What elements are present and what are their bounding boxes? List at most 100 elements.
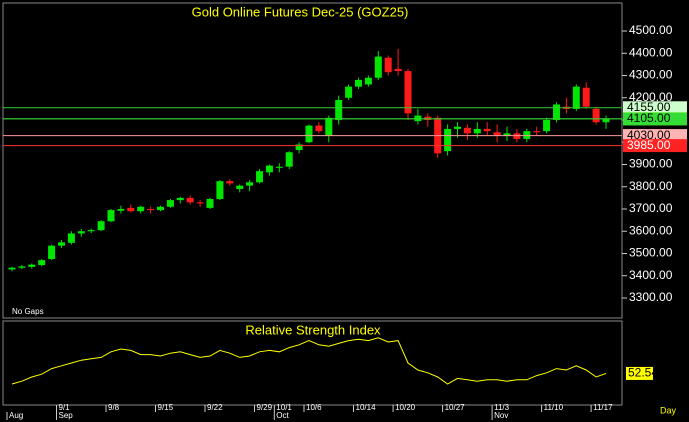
candle-body bbox=[28, 264, 36, 267]
candle-body bbox=[523, 131, 531, 139]
x-unit-label: Day bbox=[660, 405, 677, 415]
candle-body bbox=[186, 197, 194, 203]
x-tick-label: 10/14 bbox=[356, 403, 377, 412]
y-tick-label: 4200.00 bbox=[629, 90, 673, 104]
y-tick-label: 4400.00 bbox=[629, 45, 673, 59]
level-label: 4155.00 bbox=[627, 100, 671, 114]
candle-body bbox=[493, 132, 501, 136]
month-label: Oct bbox=[276, 411, 289, 420]
candle-body bbox=[8, 267, 16, 270]
candle-body bbox=[454, 126, 461, 129]
rsi-label-box bbox=[626, 366, 653, 380]
rsi-title: Relative Strength Index bbox=[245, 322, 381, 337]
candle-body bbox=[166, 200, 174, 207]
candle-body bbox=[355, 79, 362, 87]
candle-body bbox=[226, 181, 234, 184]
candle-body bbox=[196, 202, 204, 204]
candle-body bbox=[147, 208, 155, 211]
candle-body bbox=[473, 128, 481, 134]
x-tick-label: 9/15 bbox=[158, 403, 174, 412]
level-label-box bbox=[623, 129, 687, 143]
x-tick-label: 10/1 bbox=[276, 403, 292, 412]
candle-body bbox=[275, 166, 283, 168]
y-tick-label: 3400.00 bbox=[629, 268, 673, 282]
candle-body bbox=[127, 207, 135, 212]
candle-body bbox=[592, 108, 600, 123]
candle-body bbox=[137, 206, 145, 212]
candle-body bbox=[117, 208, 125, 211]
candle-body bbox=[374, 56, 382, 78]
candle-body bbox=[394, 68, 402, 72]
y-tick-label: 3700.00 bbox=[629, 201, 673, 215]
level-label-box bbox=[623, 139, 687, 153]
y-tick-label: 3800.00 bbox=[629, 179, 673, 193]
candle-body bbox=[246, 182, 254, 186]
candle-body bbox=[157, 206, 164, 211]
annotation: No Gaps bbox=[12, 307, 44, 316]
y-tick-label: 4300.00 bbox=[629, 68, 673, 82]
candle-body bbox=[18, 266, 26, 268]
x-tick-label: 10/20 bbox=[395, 403, 416, 412]
candle-body bbox=[503, 133, 511, 136]
candle-body bbox=[305, 125, 313, 143]
y-tick-label: 3300.00 bbox=[629, 290, 673, 304]
candle-body bbox=[463, 127, 471, 134]
y-tick-label: 3600.00 bbox=[629, 223, 673, 237]
candle-body bbox=[483, 128, 491, 132]
candle-body bbox=[216, 181, 224, 199]
candle-body bbox=[543, 120, 551, 132]
price-panel bbox=[2, 2, 623, 319]
candle-body bbox=[533, 131, 541, 133]
candle-body bbox=[553, 104, 560, 121]
x-tick-label: 9/1 bbox=[59, 403, 71, 412]
candle-body bbox=[265, 165, 273, 173]
candle-body bbox=[345, 86, 353, 98]
level-label: 4105.00 bbox=[627, 111, 671, 125]
candle-body bbox=[67, 233, 75, 243]
candle-body bbox=[384, 57, 392, 73]
candle-body bbox=[48, 245, 56, 260]
candle-body bbox=[364, 77, 372, 85]
month-label: Sep bbox=[59, 411, 74, 420]
y-tick-label: 3900.00 bbox=[629, 157, 673, 171]
chart-title: Gold Online Futures Dec-25 (GOZ25) bbox=[192, 4, 409, 19]
month-label: Aug bbox=[9, 411, 23, 420]
x-tick-label: 11/17 bbox=[593, 403, 613, 412]
x-tick-label: 9/22 bbox=[207, 403, 223, 412]
level-label-box bbox=[623, 112, 687, 126]
candle-body bbox=[176, 197, 184, 201]
candle-body bbox=[582, 87, 590, 107]
candle-body bbox=[404, 71, 412, 114]
level-label: 3985.00 bbox=[627, 138, 671, 152]
candle-body bbox=[107, 210, 115, 222]
candle-body bbox=[602, 118, 610, 123]
candle-body bbox=[335, 99, 343, 121]
rsi-line bbox=[11, 337, 607, 385]
rsi-last-label: 52.54 bbox=[628, 366, 658, 380]
candle-body bbox=[87, 230, 95, 232]
candle-body bbox=[295, 144, 303, 151]
month-label: Nov bbox=[494, 411, 508, 420]
candle-body bbox=[38, 260, 46, 266]
candle-body bbox=[315, 125, 323, 132]
candle-body bbox=[444, 128, 452, 152]
rsi-panel bbox=[2, 320, 623, 406]
candle-body bbox=[572, 86, 580, 109]
x-tick-label: 11/3 bbox=[494, 403, 510, 412]
x-tick-label: 9/29 bbox=[257, 403, 273, 412]
level-label-box bbox=[623, 101, 687, 115]
x-tick-label: 10/6 bbox=[306, 403, 322, 412]
candle-body bbox=[236, 185, 244, 189]
candle-body bbox=[97, 221, 105, 231]
y-tick-label: 4500.00 bbox=[629, 23, 673, 37]
y-tick-label: 3500.00 bbox=[629, 246, 673, 260]
candle-body bbox=[513, 133, 521, 139]
candle-body bbox=[58, 242, 65, 246]
x-tick-label: 11/10 bbox=[544, 403, 564, 412]
x-tick-label: 9/8 bbox=[108, 403, 120, 412]
x-tick-label: 10/27 bbox=[445, 403, 466, 412]
candle-body bbox=[256, 171, 263, 183]
candle-body bbox=[77, 231, 85, 234]
candle-body bbox=[325, 117, 333, 136]
